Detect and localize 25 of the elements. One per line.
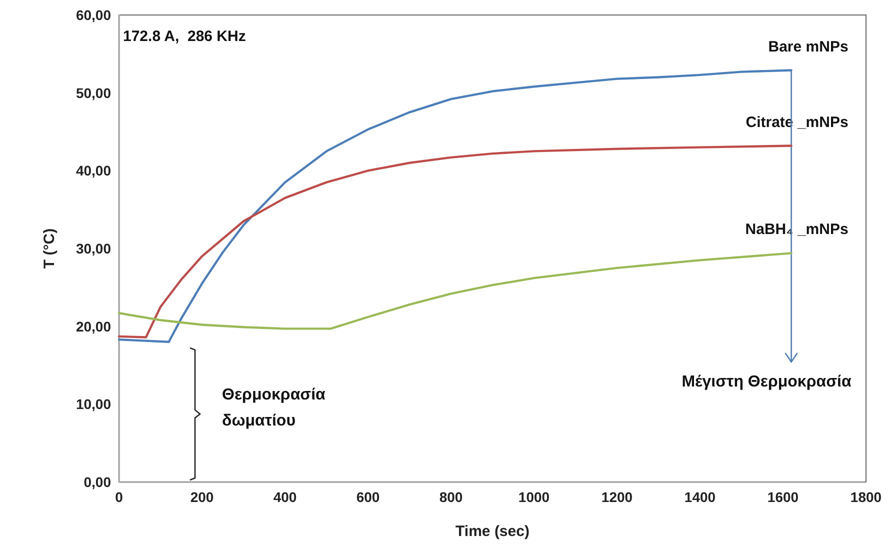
- annotation: 172.8 A, 286 KHz: [123, 28, 246, 45]
- y-axis-title: T (°C): [41, 228, 58, 269]
- x-tick-label: 1000: [518, 489, 550, 505]
- y-tick-label: 60,00: [76, 7, 112, 23]
- line-series: [118, 252, 792, 330]
- y-tick-label: 0,00: [84, 474, 112, 490]
- x-tick-label: 0: [115, 489, 124, 505]
- annotation: Θερμοκρασία δωματίου: [222, 386, 326, 430]
- x-tick-label: 400: [273, 489, 297, 505]
- x-axis-title: Time (sec): [456, 523, 530, 540]
- y-tick-label: 10,00: [76, 396, 112, 412]
- line-series: [118, 144, 792, 338]
- y-tick-label: 40,00: [76, 162, 112, 179]
- annotation: Μέγιστη Θερμοκρασία: [682, 374, 852, 390]
- y-tick-label: 30,00: [76, 240, 112, 256]
- y-tick-label: 20,00: [76, 318, 112, 334]
- x-tick-label: 1200: [601, 489, 633, 505]
- x-tick-label: 200: [190, 489, 214, 505]
- y-tick-label: 50,00: [76, 84, 112, 101]
- x-tick-label: 1600: [767, 489, 799, 505]
- x-tick-label: 1400: [684, 489, 716, 505]
- x-tick-label: 600: [356, 489, 380, 505]
- x-tick-label: 1800: [850, 489, 882, 505]
- x-tick-label: 800: [439, 489, 463, 505]
- series-label: Bare mNPs: [768, 38, 848, 56]
